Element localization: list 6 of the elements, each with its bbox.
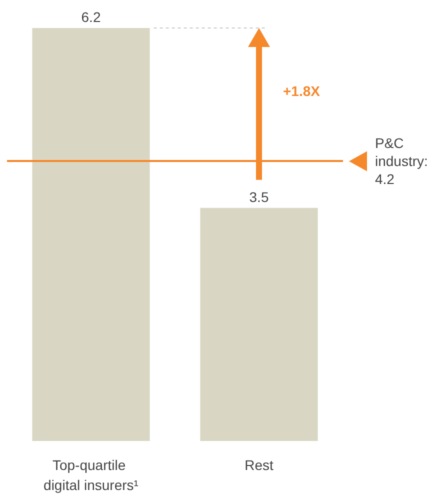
data-label: 3.5: [249, 188, 269, 205]
x-tick-label: Top-quartile digital insurers¹: [44, 457, 139, 493]
ref-line-label: P&C industry: 4.2: [375, 135, 432, 188]
annotation: +1.8X: [283, 82, 321, 99]
data-label: 6.2: [81, 9, 101, 25]
x-tick-label: Rest: [244, 457, 274, 473]
